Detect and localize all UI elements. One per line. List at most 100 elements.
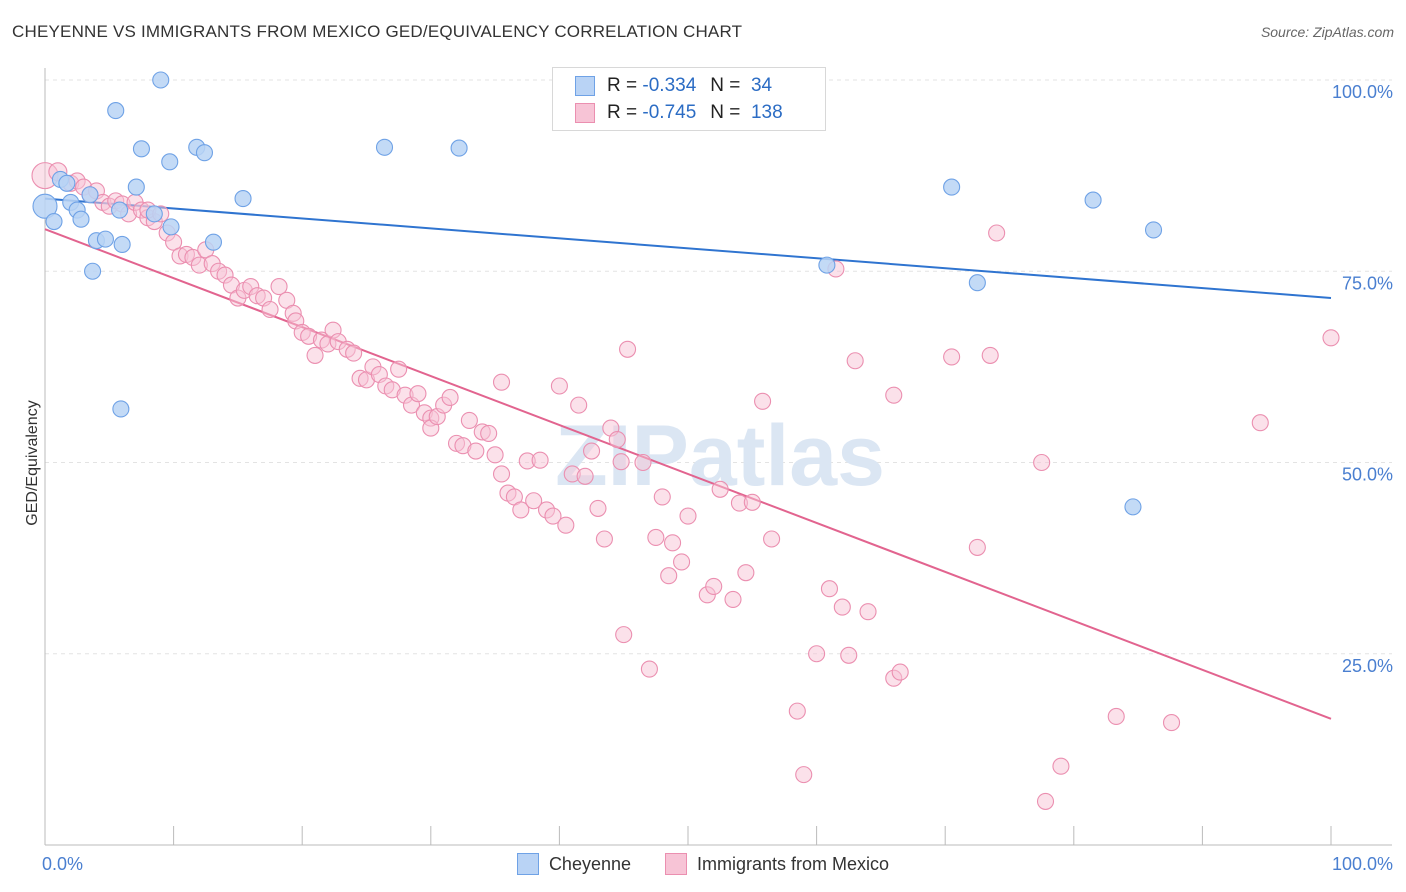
mexico-point xyxy=(345,344,363,362)
mexico-point xyxy=(724,590,742,608)
mexico-point xyxy=(1251,414,1269,432)
mexico-trend-line xyxy=(44,228,1332,720)
mexico-point xyxy=(409,385,427,403)
mexico-point xyxy=(653,488,671,506)
mexico-point xyxy=(711,480,729,498)
mexico-point xyxy=(1033,453,1051,472)
mexico-point xyxy=(550,377,568,395)
mexico-point xyxy=(460,411,478,429)
x-tick-label-max: 100.0% xyxy=(1332,854,1393,874)
mexico-point xyxy=(480,424,498,442)
mexico-point xyxy=(763,530,781,548)
cheyenne-point xyxy=(161,153,179,171)
mexico-point xyxy=(557,516,575,534)
legend-item-cheyenne[interactable]: Cheyenne xyxy=(516,853,631,875)
cheyenne-point xyxy=(72,210,90,228)
stats-legend: R = -0.334 N = 34 R = -0.745 N = 138 xyxy=(552,67,826,131)
mexico-point xyxy=(1162,714,1181,732)
mexico-point xyxy=(531,451,549,469)
mexico-point xyxy=(788,702,806,720)
cheyenne-point xyxy=(32,193,58,219)
cheyenne-point xyxy=(127,178,145,196)
n-value-cheyenne: 34 xyxy=(750,75,773,96)
mexico-point xyxy=(589,499,607,517)
cheyenne-point xyxy=(818,256,836,274)
mexico-point xyxy=(261,300,279,319)
cheyenne-point xyxy=(113,235,131,254)
y-tick-label: 75.0% xyxy=(1342,273,1393,293)
data-points xyxy=(31,71,1340,810)
x-tick-label-min: 0.0% xyxy=(42,854,83,874)
mexico-point xyxy=(1036,792,1055,810)
mexico-point xyxy=(981,346,999,364)
cheyenne-legend-swatch xyxy=(516,853,539,875)
mexico-legend-label: Immigrants from Mexico xyxy=(697,853,890,874)
r-value-cheyenne: -0.334 xyxy=(642,75,697,96)
mexico-legend-swatch xyxy=(665,853,688,875)
cheyenne-swatch xyxy=(575,76,595,96)
r-label: R = xyxy=(607,102,638,123)
cheyenne-trend-line xyxy=(44,197,1332,300)
mexico-point xyxy=(612,453,630,471)
y-tick-label: 25.0% xyxy=(1342,656,1393,676)
mexico-point xyxy=(859,603,877,621)
mexico-point xyxy=(846,352,864,370)
mexico-point xyxy=(673,553,691,571)
source-label: Source: ZipAtlas.com xyxy=(1260,24,1394,40)
mexico-point xyxy=(390,360,408,378)
mexico-point xyxy=(492,373,511,391)
cheyenne-point xyxy=(152,71,170,89)
mexico-swatch xyxy=(575,103,595,123)
mexico-point xyxy=(492,465,511,483)
mexico-point xyxy=(270,277,288,296)
mexico-point xyxy=(640,660,658,678)
mexico-point xyxy=(833,598,851,616)
cheyenne-point xyxy=(162,218,180,236)
mexico-point xyxy=(544,507,562,525)
cheyenne-point xyxy=(45,212,63,231)
cheyenne-point xyxy=(1124,498,1142,516)
mexico-point xyxy=(582,442,601,460)
cheyenne-point xyxy=(145,205,163,223)
mexico-point xyxy=(754,392,772,410)
cheyenne-point xyxy=(81,186,99,204)
mexico-point xyxy=(634,453,652,472)
mexico-point xyxy=(608,430,626,449)
legend-row-cheyenne: R = -0.334 N = 34 xyxy=(575,73,772,99)
mexico-point xyxy=(595,530,613,548)
series-legend: Cheyenne Immigrants from Mexico xyxy=(0,853,1406,875)
cheyenne-point xyxy=(96,230,114,248)
cheyenne-point xyxy=(84,262,102,280)
mexico-point xyxy=(705,577,723,595)
mexico-point xyxy=(820,580,839,598)
mexico-point xyxy=(1107,707,1125,726)
axes xyxy=(44,68,1392,846)
mexico-point xyxy=(570,396,588,414)
legend-item-mexico[interactable]: Immigrants from Mexico xyxy=(665,853,889,875)
cheyenne-point xyxy=(968,274,986,292)
mexico-point xyxy=(647,528,665,547)
grid-lines xyxy=(45,79,1392,655)
mexico-point xyxy=(891,663,909,681)
mexico-point xyxy=(615,626,633,644)
mexico-point xyxy=(1052,757,1070,775)
mexico-point xyxy=(840,646,858,664)
cheyenne-point xyxy=(107,102,125,120)
mexico-point xyxy=(943,348,961,366)
n-label: N = xyxy=(710,102,741,123)
mexico-point xyxy=(467,442,485,460)
mexico-point xyxy=(968,538,986,556)
mexico-point xyxy=(619,340,637,358)
r-value-mexico: -0.745 xyxy=(642,102,697,123)
mexico-point xyxy=(664,534,682,552)
cheyenne-point xyxy=(111,201,129,219)
cheyenne-point xyxy=(1084,191,1102,209)
mexico-point xyxy=(1322,329,1340,347)
cheyenne-point xyxy=(1144,221,1163,239)
mexico-point xyxy=(743,493,761,511)
mexico-point xyxy=(988,224,1006,242)
n-label: N = xyxy=(710,75,741,96)
y-tick-label: 50.0% xyxy=(1342,465,1393,485)
mexico-point xyxy=(885,386,903,404)
